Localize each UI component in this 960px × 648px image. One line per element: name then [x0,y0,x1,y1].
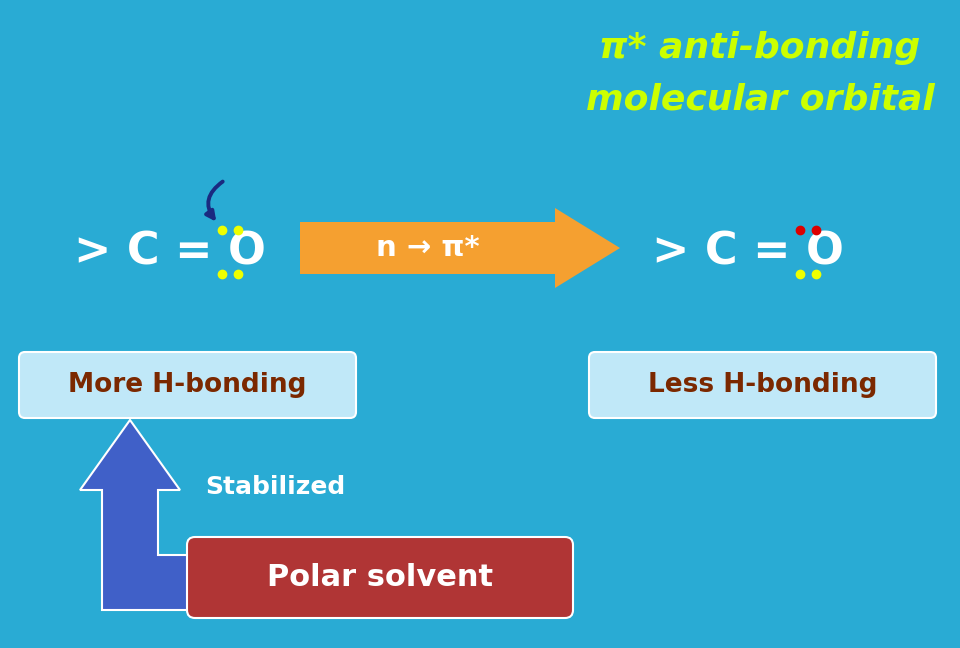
Text: > C = O: > C = O [74,231,266,273]
Text: Stabilized: Stabilized [205,475,346,499]
FancyBboxPatch shape [19,352,356,418]
Text: Polar solvent: Polar solvent [267,563,493,592]
Text: More H-bonding: More H-bonding [68,372,307,398]
Polygon shape [80,420,220,610]
FancyBboxPatch shape [589,352,936,418]
FancyBboxPatch shape [187,537,573,618]
Text: Less H-bonding: Less H-bonding [648,372,877,398]
Text: molecular orbital: molecular orbital [586,83,934,117]
Text: π* anti-bonding: π* anti-bonding [599,31,921,65]
Text: n → π*: n → π* [375,234,479,262]
Polygon shape [300,208,620,288]
Text: > C = O: > C = O [652,231,844,273]
